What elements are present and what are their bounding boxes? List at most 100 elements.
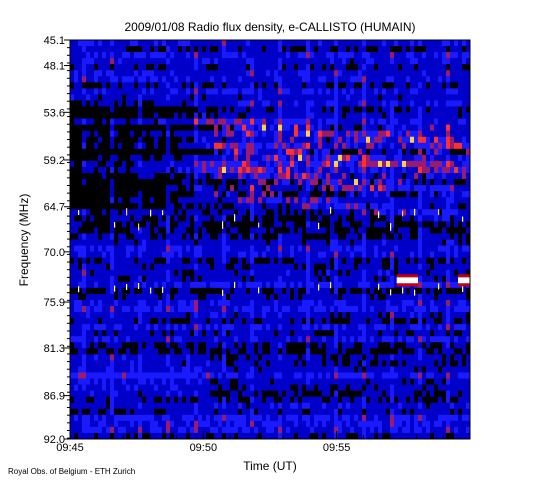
spectrogram-cell <box>374 82 379 89</box>
spectrogram-cell <box>422 299 427 307</box>
spectrogram-cell <box>462 88 467 95</box>
spectrogram-cell <box>422 293 427 301</box>
spectrogram-cell <box>394 239 399 246</box>
spectrogram-cell <box>218 185 223 192</box>
spectrogram-cell <box>366 64 371 71</box>
spectrogram-cell <box>286 46 291 53</box>
spectrogram-cell <box>322 185 327 192</box>
spectrogram-cell <box>270 233 275 240</box>
spectrogram-cell <box>154 336 159 343</box>
spectrogram-cell <box>154 40 159 47</box>
spectrogram-cell <box>126 76 131 83</box>
spectrogram-cell <box>422 287 427 295</box>
spectrogram-cell <box>386 179 391 186</box>
spectrogram-cell <box>222 257 227 264</box>
spectrogram-cell <box>138 64 143 71</box>
spectrogram-cell <box>202 160 207 168</box>
spectrogram-cell <box>210 287 215 295</box>
spectrogram-cell <box>338 191 343 198</box>
spectrogram-cell <box>170 100 175 107</box>
spectrogram-cell <box>430 221 435 228</box>
spectrogram-cell <box>114 215 119 222</box>
spectrogram-cell <box>250 64 255 71</box>
spectrogram-cell <box>254 160 259 168</box>
spectrogram-cell <box>218 312 223 319</box>
spectrogram-cell <box>398 197 403 204</box>
spectrogram-cell <box>462 245 467 252</box>
spectrogram-cell <box>218 70 223 77</box>
spectrogram-cell <box>390 46 395 53</box>
spectrogram-cell <box>382 269 387 277</box>
spectrogram-cell <box>398 136 403 144</box>
spectrogram-cell <box>390 306 395 313</box>
spectrogram-cell <box>238 293 243 301</box>
spectrogram-cell <box>270 209 275 216</box>
spectrogram-cell <box>122 64 127 71</box>
spectrogram-cell <box>262 233 267 240</box>
spectrogram-cell <box>394 46 399 53</box>
spectrogram-cell <box>354 40 359 47</box>
spectrogram-cell <box>126 221 131 228</box>
spectrogram-cell <box>426 275 431 283</box>
spectrogram-cell <box>462 330 467 337</box>
spectrogram-cell <box>74 287 79 295</box>
spectrogram-cell <box>242 52 247 59</box>
spectrogram-cell <box>354 100 359 107</box>
spectrogram-cell <box>442 251 447 258</box>
spectrogram-cell <box>462 40 467 47</box>
spectrogram-cell <box>446 312 451 319</box>
spectrogram-cell <box>182 203 187 210</box>
spectrogram-cell <box>418 185 423 192</box>
spectrogram-cell <box>134 197 139 204</box>
spectrogram-cell <box>238 281 243 289</box>
spectrogram-cell <box>310 293 315 301</box>
spectrogram-cell <box>218 318 223 325</box>
spectrogram-cell <box>450 148 455 156</box>
spectrogram-cell <box>142 197 147 204</box>
spectrogram-cell <box>382 82 387 89</box>
spectrogram-cell <box>374 275 379 283</box>
spectrogram-cell <box>302 281 307 289</box>
spectrogram-cell <box>258 166 263 174</box>
spectrogram-cell <box>318 324 323 331</box>
spectrogram-cell <box>394 287 399 295</box>
spectrogram-cell <box>406 142 411 150</box>
spectrogram-cell <box>170 233 175 240</box>
spectrogram-cell <box>218 118 223 125</box>
spectrogram-cell <box>110 52 115 59</box>
spectrogram-cell <box>106 233 111 240</box>
spectrogram-cell <box>326 142 331 150</box>
spectrogram-cell <box>298 306 303 313</box>
spectrogram-cell <box>86 257 91 264</box>
spectrogram-cell <box>310 46 315 53</box>
spectrogram-cell <box>114 166 119 174</box>
spectrogram-cell <box>150 58 155 65</box>
spectrogram-cell <box>166 197 171 204</box>
spectrogram-cell <box>178 293 183 301</box>
spectrogram-cell <box>330 112 335 119</box>
spectrogram-cell <box>250 330 255 337</box>
spectrogram-cell <box>182 197 187 204</box>
spectrogram-cell <box>446 269 451 277</box>
spectrogram-cell <box>434 293 439 301</box>
spectrogram-cell <box>98 245 103 252</box>
spectrogram-cell <box>94 142 99 150</box>
spectrogram-cell <box>270 245 275 252</box>
spectrogram-cell <box>146 275 151 283</box>
spectrogram-cell <box>234 100 239 107</box>
spectrogram-cell <box>410 299 415 307</box>
spectrogram-cell <box>234 251 239 258</box>
spectrogram-cell <box>174 52 179 59</box>
spectrogram-cell <box>466 88 471 95</box>
spectrogram-cell <box>202 70 207 77</box>
spectrogram-cell <box>142 94 147 101</box>
spectrogram-cell <box>202 203 207 210</box>
spectrogram-cell <box>150 239 155 246</box>
spectrogram-cell <box>118 160 123 168</box>
spectrogram-cell <box>406 64 411 71</box>
spectrogram-cell <box>286 64 291 71</box>
spectrogram-cell <box>378 233 383 240</box>
spectrogram-cell <box>286 233 291 240</box>
spectrogram-cell <box>222 209 227 216</box>
spectrogram-cell <box>150 112 155 119</box>
